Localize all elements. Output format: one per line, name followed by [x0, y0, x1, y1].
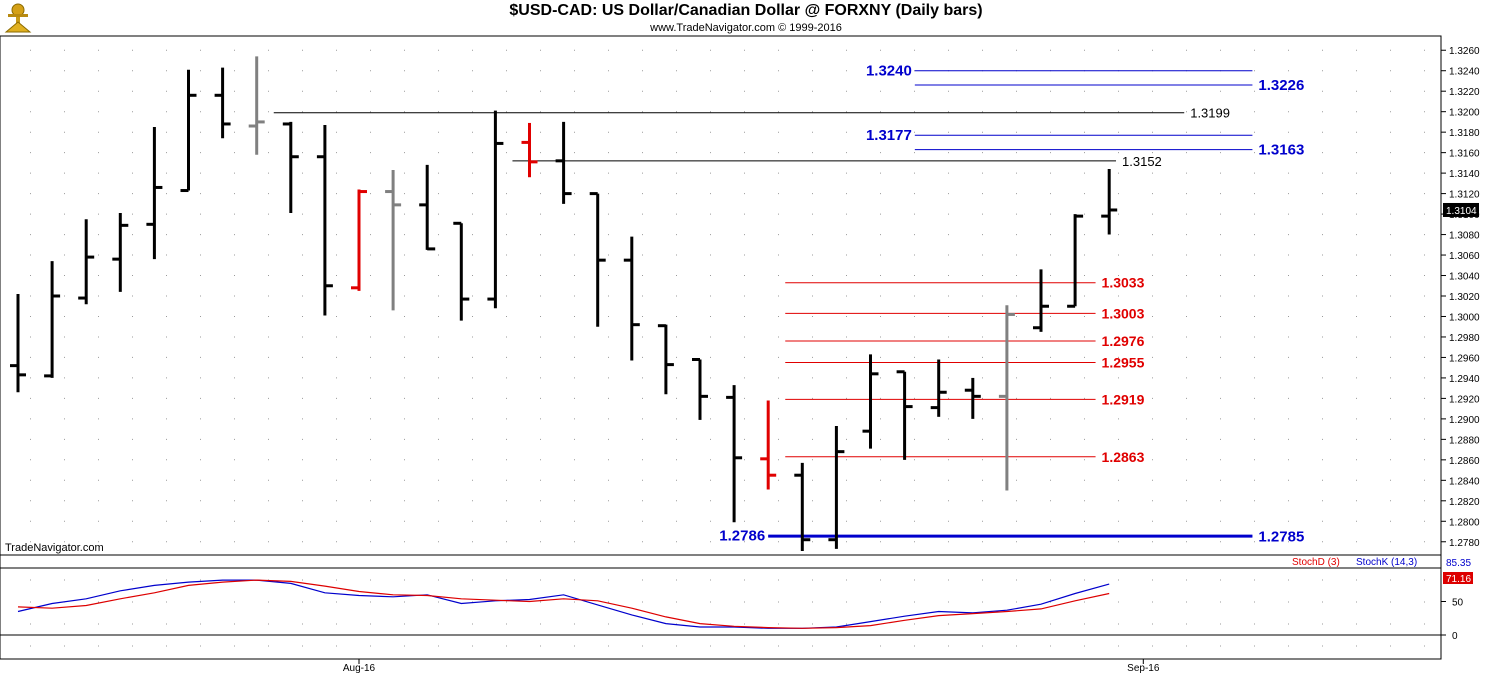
y-tick-label-5: 1.3160: [1449, 149, 1480, 160]
stochd-last-tag: [1443, 572, 1473, 584]
ohlc-bar-23: [794, 462, 811, 551]
y-tick-label-16: 1.2940: [1449, 374, 1480, 385]
ohlc-bar-28: [964, 377, 981, 419]
level-label-6: 1.3033: [1102, 275, 1145, 291]
x-axis: Aug-16 Sep-16: [343, 659, 1160, 674]
ohlc-bar-19: [657, 324, 674, 395]
ohlc-bar-30: [1033, 269, 1049, 332]
price-y-axis: 1.3260 1.3240 1.3220 1.3200 1.3180 1.3160 1.31…: [1441, 46, 1480, 549]
y-tick-label-20: 1.2860: [1449, 456, 1480, 467]
y-tick-label-17: 1.2920: [1449, 394, 1480, 405]
ohlc-bar-15: [521, 122, 538, 178]
ohlc-bar-16: [555, 121, 572, 204]
y-tick-label-3: 1.3200: [1449, 108, 1480, 119]
y-tick-label-12: 1.3020: [1449, 292, 1480, 303]
stoch-y-label-0: 50: [1452, 598, 1464, 609]
ohlc-bar-32: [1101, 169, 1118, 235]
ohlc-bar-4: [146, 127, 163, 260]
x-tick-label-0: Aug-16: [343, 663, 376, 674]
level-label-1: 1.3226: [1258, 77, 1304, 94]
level-label-4: 1.3163: [1258, 142, 1304, 159]
ohlc-bar-24: [828, 426, 845, 549]
stochastic-panel: StochD (3) StochK (14,3) 50 0 85.35 71.16: [17, 557, 1473, 642]
level-label-5: 1.3152: [1122, 154, 1162, 169]
y-tick-label-19: 1.2880: [1449, 435, 1480, 446]
ohlc-bar-14: [487, 110, 504, 309]
y-tick-label-0: 1.3260: [1449, 46, 1480, 57]
price-bars: [10, 56, 1118, 551]
y-tick-label-14: 1.2980: [1449, 333, 1480, 344]
y-tick-label-10: 1.3060: [1449, 251, 1480, 262]
brand-watermark: TradeNavigator.com: [5, 542, 104, 554]
y-tick-label-18: 1.2900: [1449, 415, 1480, 426]
ohlc-bar-27: [930, 359, 947, 417]
ohlc-bar-3: [112, 213, 129, 292]
y-tick-label-2: 1.3220: [1449, 87, 1480, 98]
y-tick-label-9: 1.3080: [1449, 231, 1480, 242]
ohlc-bar-20: [692, 357, 708, 420]
stoch-legend-1: StochK (14,3): [1356, 557, 1417, 568]
y-tick-label-11: 1.3040: [1449, 272, 1480, 283]
ohlc-bar-31: [1067, 214, 1084, 308]
chart-title: $USD-CAD: US Dollar/Canadian Dollar @ FO…: [509, 2, 983, 19]
level-label-9: 1.2955: [1102, 355, 1145, 371]
y-tick-label-22: 1.2820: [1449, 497, 1480, 508]
ohlc-bar-13: [453, 221, 470, 321]
stochk-last-value: 85.35: [1446, 558, 1471, 569]
last-price-tag: [1443, 202, 1479, 217]
level-label-2: 1.3199: [1190, 106, 1230, 121]
ohlc-bar-5: [180, 69, 197, 193]
ohlc-bar-29: [998, 305, 1015, 491]
level-label-13: 1.2785: [1258, 529, 1304, 546]
stoch-line-0: [17, 579, 1110, 629]
ohlc-bar-26: [896, 370, 913, 460]
ohlc-bar-11: [385, 170, 402, 311]
level-label-10: 1.2919: [1102, 391, 1145, 407]
x-tick-label-1: Sep-16: [1127, 663, 1160, 674]
y-tick-label-21: 1.2840: [1449, 476, 1480, 487]
level-label-11: 1.2863: [1102, 449, 1145, 465]
ohlc-bar-9: [316, 124, 333, 316]
level-label-3: 1.3177: [866, 127, 912, 144]
grid-dot-pattern: [30, 49, 1425, 647]
ohlc-bar-18: [623, 236, 640, 361]
ohlc-bar-21: [726, 385, 743, 523]
price-levels: 1.3240 1.3226 1.3199 1.3177 1.3163 1.3152 1.30…: [273, 63, 1304, 546]
stochd-last-value: 71.16: [1446, 574, 1471, 585]
y-tick-label-4: 1.3180: [1449, 128, 1480, 139]
stoch-y-label-1: 0: [1452, 631, 1458, 642]
y-tick-label-15: 1.2960: [1449, 353, 1480, 364]
stoch-legend-0: StochD (3): [1292, 557, 1340, 568]
ohlc-bar-2: [78, 219, 95, 305]
stochastic-panel-frame: [0, 554, 1442, 660]
ohlc-bar-6: [214, 67, 231, 139]
y-tick-label-13: 1.3000: [1449, 312, 1480, 323]
ohlc-bar-7: [248, 56, 265, 155]
ohlc-bar-25: [862, 354, 879, 449]
ohlc-bar-12: [419, 164, 436, 251]
level-label-12: 1.2786: [719, 528, 765, 545]
ohlc-bar-17: [589, 192, 606, 327]
y-tick-label-24: 1.2780: [1449, 538, 1480, 549]
y-tick-label-7: 1.3120: [1449, 190, 1480, 201]
level-label-8: 1.2976: [1102, 333, 1145, 349]
trade-navigator-logo-icon: [4, 2, 32, 39]
ohlc-bar-0: [10, 293, 26, 393]
chart-subtitle: www.TradeNavigator.com © 1999-2016: [650, 22, 842, 34]
ohlc-bar-10: [351, 189, 367, 291]
ohlc-bar-22: [760, 400, 777, 490]
level-label-0: 1.3240: [866, 63, 912, 80]
stoch-line-1: [17, 579, 1110, 629]
ohlc-bar-8: [282, 121, 299, 214]
last-price-label: 1.3104: [1446, 206, 1477, 217]
y-tick-label-6: 1.3140: [1449, 169, 1480, 180]
y-tick-label-23: 1.2800: [1449, 517, 1480, 528]
ohlc-bar-1: [44, 261, 61, 378]
level-label-7: 1.3003: [1102, 305, 1145, 321]
y-tick-label-1: 1.3240: [1449, 67, 1480, 78]
grid-dots: [30, 49, 1425, 647]
